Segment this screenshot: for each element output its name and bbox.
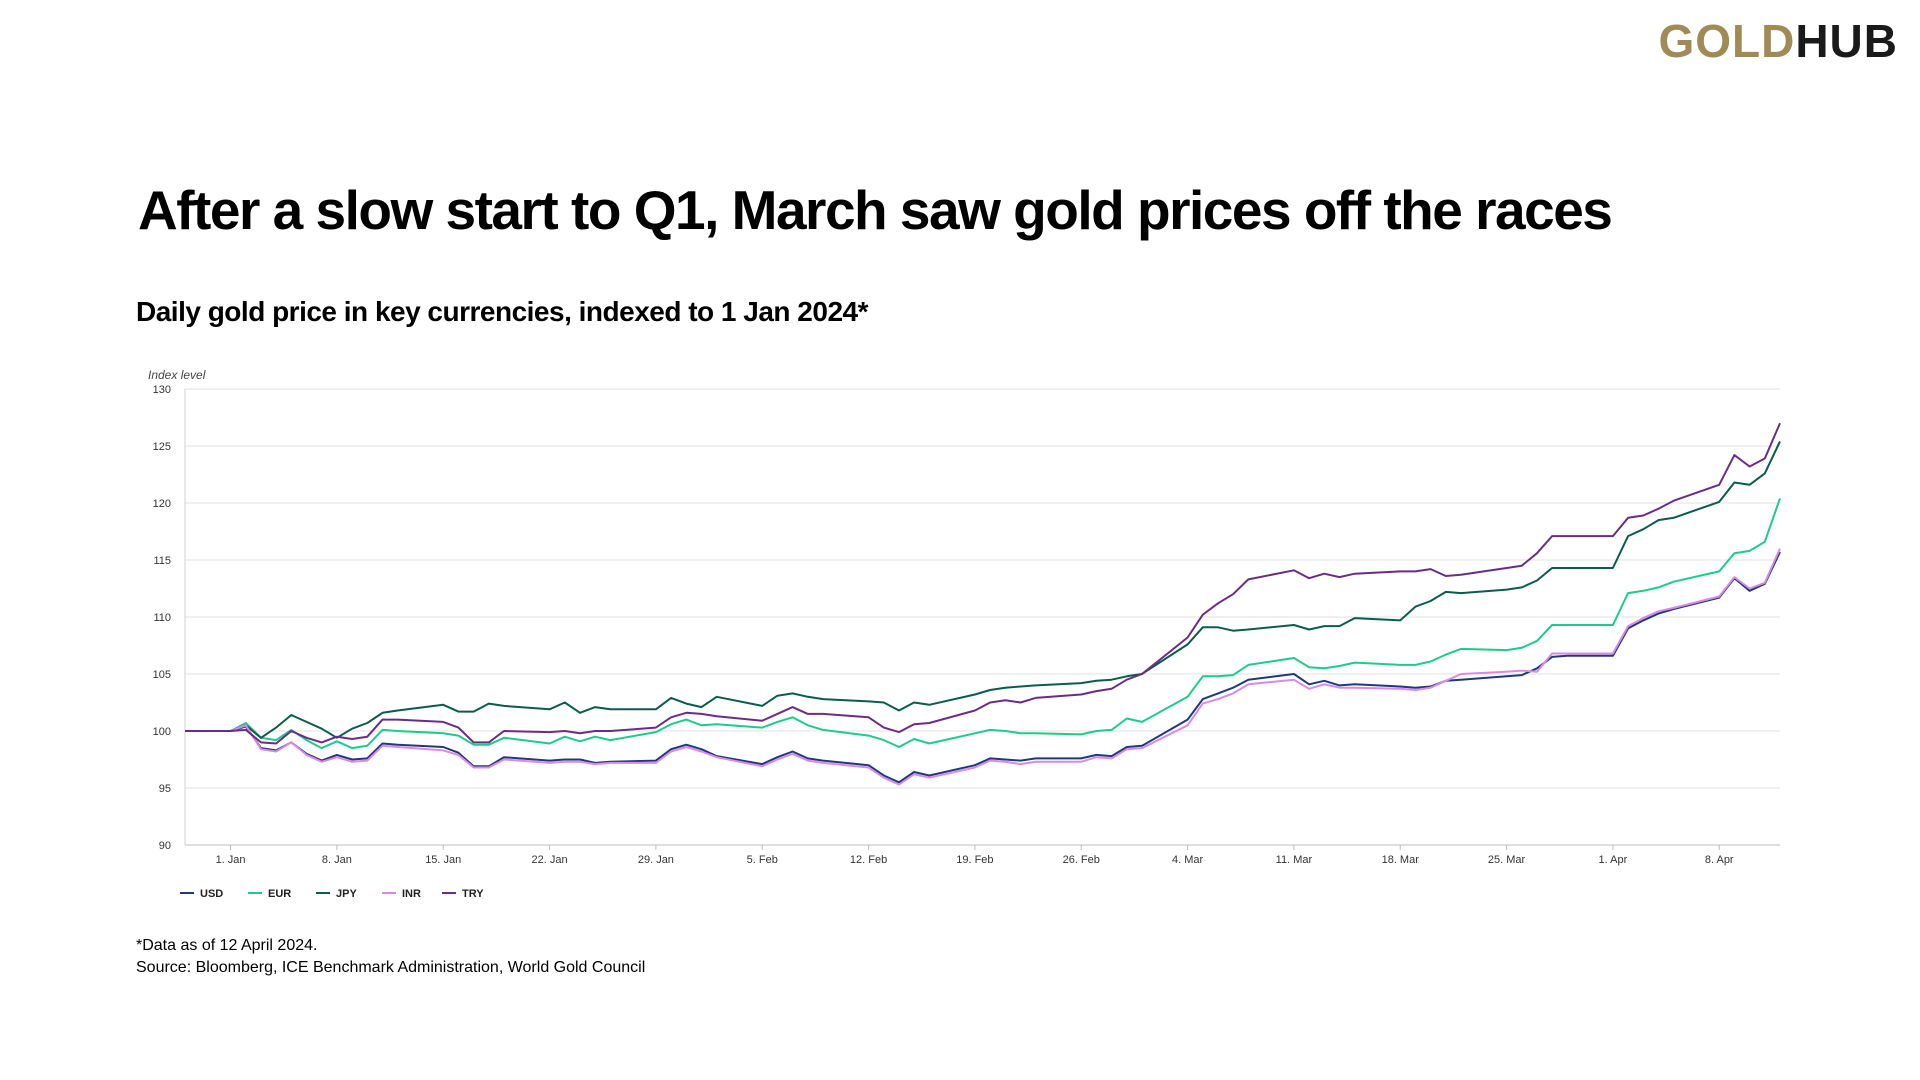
page-title: After a slow start to Q1, March saw gold… <box>138 179 1613 241</box>
series-line-inr <box>185 548 1781 786</box>
x-tick-label: 15. Jan <box>425 854 461 866</box>
x-tick-label: 11. Mar <box>1276 854 1313 866</box>
legend-item-jpy[interactable]: JPY <box>316 888 357 900</box>
footnote-asof: *Data as of 12 April 2024. <box>136 937 318 954</box>
legend-label: INR <box>402 888 421 900</box>
y-tick-label: 115 <box>153 555 171 567</box>
series-line-try <box>185 422 1781 745</box>
x-tick-label: 25. Mar <box>1488 854 1526 866</box>
y-tick-label: 100 <box>153 726 171 738</box>
legend-label: USD <box>200 888 223 900</box>
x-tick-label: 18. Mar <box>1382 854 1420 866</box>
series-lines <box>185 422 1781 786</box>
y-tick-label: 130 <box>153 384 171 396</box>
legend-label: JPY <box>336 888 357 900</box>
y-tick-label: 110 <box>153 612 171 624</box>
footnote-source: Source: Bloomberg, ICE Benchmark Adminis… <box>136 959 646 976</box>
x-tick-label: 5. Feb <box>747 854 778 866</box>
legend-label: TRY <box>462 888 484 900</box>
goldhub-logo[interactable]: GOLDHUB <box>1658 14 1898 68</box>
y-axis-label: Index level <box>148 368 206 382</box>
y-tick-label: 120 <box>153 498 171 510</box>
x-tick-label: 4. Mar <box>1172 854 1204 866</box>
x-tick-label: 29. Jan <box>638 854 674 866</box>
y-tick-label: 90 <box>159 840 171 852</box>
x-tick-label: 8. Apr <box>1705 854 1734 866</box>
legend-label: EUR <box>268 888 291 900</box>
legend-item-inr[interactable]: INR <box>382 888 421 900</box>
x-tick-label: 26. Feb <box>1063 854 1100 866</box>
y-tick-label: 105 <box>153 669 171 681</box>
legend: USD EUR JPY INR TRY <box>180 888 484 900</box>
x-tick-labels: 1. Jan 8. Jan 15. Jan 22. Jan 29. Jan 5. Feb 1… <box>216 845 1734 866</box>
x-tick-label: 22. Jan <box>532 854 568 866</box>
legend-item-eur[interactable]: EUR <box>248 888 291 900</box>
logo-hub-text: HUB <box>1795 15 1898 67</box>
logo-gold-text: GOLD <box>1658 15 1796 67</box>
x-tick-label: 1. Jan <box>216 854 246 866</box>
y-tick-label: 95 <box>159 783 171 795</box>
gridlines <box>184 388 1780 846</box>
legend-item-try[interactable]: TRY <box>442 888 484 900</box>
x-tick-label: 1. Apr <box>1599 854 1628 866</box>
x-tick-label: 19. Feb <box>956 854 993 866</box>
x-tick-label: 12. Feb <box>850 854 887 866</box>
series-line-jpy <box>185 440 1781 739</box>
legend-item-usd[interactable]: USD <box>180 888 223 900</box>
series-line-usd <box>185 551 1781 784</box>
series-line-eur <box>185 498 1781 750</box>
chart-subtitle: Daily gold price in key currencies, inde… <box>136 296 869 327</box>
y-tick-label: 125 <box>153 441 171 453</box>
x-tick-label: 8. Jan <box>322 854 352 866</box>
y-tick-labels: 90 95 100 105 110 115 120 125 130 <box>153 384 171 852</box>
footnotes: *Data as of 12 April 2024. Source: Bloom… <box>136 935 645 979</box>
